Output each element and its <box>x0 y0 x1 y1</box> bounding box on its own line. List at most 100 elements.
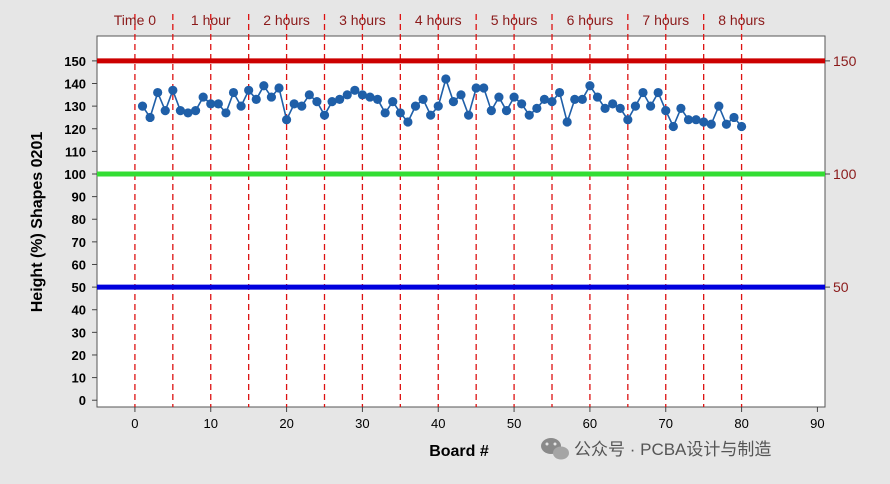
data-point <box>486 106 496 116</box>
x-tick-label: 70 <box>659 416 673 431</box>
reference-line-labels: 150 100 50 <box>833 53 857 295</box>
data-point <box>160 106 170 116</box>
data-point <box>479 83 489 93</box>
x-axis-title: Board # <box>429 443 489 460</box>
watermark: 公众号 · PCBA设计与制造 <box>541 438 771 460</box>
x-tick-label: 90 <box>810 416 824 431</box>
x-tick-label: 0 <box>131 416 138 431</box>
data-point <box>395 108 405 118</box>
data-point <box>137 101 148 111</box>
data-point <box>623 115 633 125</box>
y-tick-label: 10 <box>72 371 86 386</box>
time-marker-label: 3 hours <box>339 12 386 28</box>
data-point <box>274 83 284 93</box>
data-point <box>433 101 443 111</box>
data-point <box>448 97 459 107</box>
data-point <box>441 74 451 84</box>
data-point <box>600 103 610 113</box>
data-point <box>297 101 307 111</box>
data-point <box>645 101 656 111</box>
data-point <box>532 103 542 113</box>
time-marker-label: 5 hours <box>491 12 538 28</box>
y-tick-label: 70 <box>72 235 86 250</box>
y-tick-label: 100 <box>64 167 86 182</box>
y-tick-label: 60 <box>72 257 86 272</box>
reference-line-label: 100 <box>833 166 857 182</box>
data-point <box>456 90 466 100</box>
data-point <box>281 115 292 125</box>
data-point <box>562 117 572 127</box>
data-point <box>501 106 512 116</box>
data-point <box>494 92 504 102</box>
y-axis-ticks: 0 10 20 30 40 50 60 70 80 90 100 110 120 130 140 150 <box>64 54 97 408</box>
data-point <box>236 101 246 111</box>
time-marker-label: 8 hours <box>718 12 765 28</box>
data-series <box>137 74 747 132</box>
time-marker-label: 7 hours <box>642 12 689 28</box>
time-marker-labels: Time 0 1 hour 2 hours 3 hours 4 hours 5 hours… <box>114 12 765 28</box>
data-point <box>403 117 413 127</box>
data-point <box>350 85 360 95</box>
y-tick-label: 130 <box>64 99 86 114</box>
x-tick-label: 60 <box>583 416 597 431</box>
x-tick-label: 30 <box>355 416 369 431</box>
x-tick-label: 40 <box>431 416 445 431</box>
data-point <box>608 99 618 109</box>
data-point <box>221 108 231 118</box>
data-point <box>327 97 337 107</box>
data-point <box>630 101 641 111</box>
data-point <box>661 106 671 116</box>
data-point <box>319 110 330 120</box>
y-axis-title: Height (%) Shapes 0201 <box>29 132 46 313</box>
time-marker-label: 4 hours <box>415 12 462 28</box>
data-point <box>418 94 428 104</box>
data-point <box>539 94 550 104</box>
data-point <box>676 103 686 113</box>
time-marker-lines <box>134 14 743 407</box>
y-tick-label: 150 <box>64 54 86 69</box>
data-point <box>153 87 163 98</box>
x-tick-label: 20 <box>279 416 293 431</box>
data-point <box>653 87 663 98</box>
data-point <box>683 115 694 125</box>
y-tick-label: 80 <box>72 212 86 227</box>
data-point <box>190 106 201 116</box>
y-tick-label: 140 <box>64 77 86 92</box>
data-point <box>357 90 368 100</box>
data-point <box>714 101 724 111</box>
data-point <box>638 87 648 98</box>
data-point <box>729 112 739 123</box>
data-point <box>145 112 155 123</box>
data-point <box>570 94 580 104</box>
data-point <box>289 99 299 109</box>
data-point <box>577 94 587 104</box>
data-point <box>168 85 178 95</box>
data-point <box>372 94 383 104</box>
data-point <box>213 99 223 109</box>
data-point <box>198 92 208 102</box>
reference-line-label: 150 <box>833 53 857 69</box>
data-point <box>410 101 421 111</box>
reference-lines <box>97 58 830 290</box>
y-tick-label: 30 <box>72 325 86 340</box>
data-point <box>592 92 603 102</box>
data-point <box>380 108 390 118</box>
data-point <box>706 119 716 129</box>
x-tick-label: 10 <box>204 416 218 431</box>
y-tick-label: 0 <box>79 393 86 408</box>
data-point <box>175 106 186 116</box>
reference-line-label: 50 <box>833 279 849 295</box>
time-marker-label: 2 hours <box>263 12 310 28</box>
data-point <box>244 85 254 95</box>
data-point <box>554 87 565 98</box>
data-point <box>524 110 534 120</box>
y-tick-label: 20 <box>72 348 86 363</box>
data-point <box>736 121 747 132</box>
data-point <box>668 121 678 132</box>
data-point <box>615 103 625 113</box>
watermark-text: 公众号 · PCBA设计与制造 <box>574 440 771 459</box>
data-point <box>471 83 481 93</box>
data-point <box>509 92 519 102</box>
data-point <box>266 92 277 102</box>
